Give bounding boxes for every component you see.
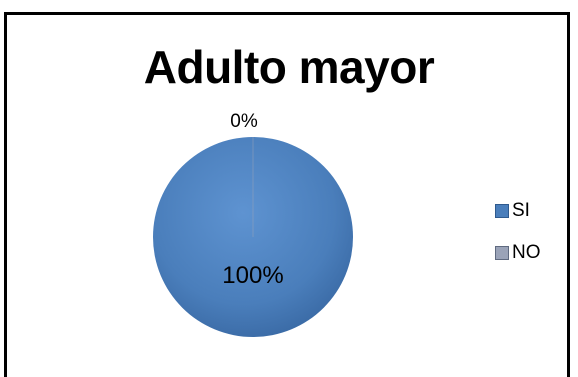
legend-swatch-no <box>495 246 509 260</box>
data-label-no: 0% <box>230 111 258 132</box>
chart-title: Adulto mayor <box>143 41 435 93</box>
data-label-si: 100% <box>222 262 283 289</box>
legend-label-no: NO <box>512 242 541 263</box>
legend-swatch-si <box>495 204 509 218</box>
pie-chart: 100% 0% <box>153 111 353 337</box>
legend-item-si: SI <box>495 200 541 222</box>
pie-slices <box>153 137 353 337</box>
legend: SI NO <box>495 200 541 284</box>
legend-label-si: SI <box>512 200 530 221</box>
pie-labels: 100% 0% <box>222 111 283 289</box>
legend-item-no: NO <box>495 242 541 264</box>
